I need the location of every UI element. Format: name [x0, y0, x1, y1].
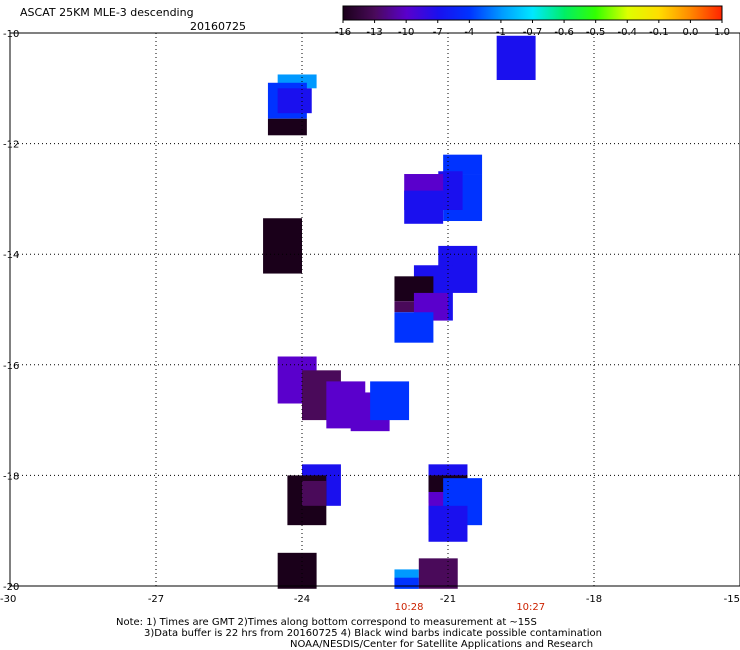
colorbar-segment: [627, 6, 660, 20]
footer-credit: NOAA/NESDIS/Center for Satellite Applica…: [290, 639, 593, 650]
colorbar-segment: [658, 6, 691, 20]
y-tick-labels: -10 -12 -14 -16 -18 -20: [3, 29, 19, 593]
heatmap-cell: [302, 480, 327, 506]
colorbar: [342, 5, 723, 21]
footer-note-line2: 3)Data buffer is 22 hrs from 20160725 4)…: [144, 628, 602, 639]
time-label: 10:27: [516, 602, 545, 613]
heatmap-cell: [443, 154, 483, 175]
plot-frame: [9, 32, 740, 587]
y-tick-label: -20: [3, 582, 19, 593]
colorbar-segment: [469, 6, 502, 20]
colorbar-segment: [406, 6, 439, 20]
heatmap-cells: [263, 35, 536, 589]
heatmap-cell: [277, 88, 312, 114]
x-tick-labels: -30 -27 -24 -21 -18 -15: [0, 594, 740, 605]
heatmap-cell: [263, 218, 302, 274]
colorbar-segment: [564, 6, 597, 20]
colorbar-segment: [437, 6, 470, 20]
heatmap-cell: [394, 577, 419, 589]
x-tick-label: -21: [440, 594, 456, 605]
grid-lines: [10, 33, 740, 586]
heatmap-cell: [267, 118, 307, 136]
colorbar-labels: -16 -13 -10 -7 -4 -1 -0.7 -0.6 -0.5 -0.4 -0.1 0.0 1.…: [335, 20, 730, 38]
x-tick-label: -30: [0, 594, 16, 605]
heatmap-cell: [404, 190, 444, 224]
heatmap-cell: [428, 505, 468, 542]
y-tick-label: -10: [3, 29, 19, 40]
chart-title: ASCAT 25KM MLE-3 descending: [20, 6, 194, 19]
time-labels: 10:28 10:27: [395, 602, 545, 613]
x-tick-label: -24: [294, 594, 310, 605]
heatmap-cell: [370, 381, 410, 421]
colorbar-segment: [343, 6, 376, 20]
colorbar-segment: [500, 6, 533, 20]
heatmap-cell: [496, 35, 536, 81]
y-tick-label: -12: [3, 140, 19, 151]
heatmap-cell: [418, 558, 458, 589]
x-tick-label: -18: [586, 594, 602, 605]
colorbar-segment: [595, 6, 628, 20]
colorbar-segment: [532, 6, 565, 20]
y-tick-label: -14: [3, 250, 19, 261]
heatmap-cell: [394, 301, 429, 313]
heatmap-cell: [394, 312, 434, 343]
y-tick-label: -16: [3, 361, 19, 372]
plot-area: [9, 32, 740, 589]
heatmap-cell: [277, 552, 317, 589]
colorbar-segment: [690, 6, 723, 20]
x-tick-label: -15: [724, 594, 740, 605]
time-label: 10:28: [395, 602, 424, 613]
colorbar-segment: [374, 6, 407, 20]
chart-date: 20160725: [190, 20, 246, 33]
x-tick-label: -27: [148, 594, 164, 605]
y-tick-label: -18: [3, 471, 19, 482]
footer-note-line1: Note: 1) Times are GMT 2)Times along bot…: [116, 617, 537, 628]
